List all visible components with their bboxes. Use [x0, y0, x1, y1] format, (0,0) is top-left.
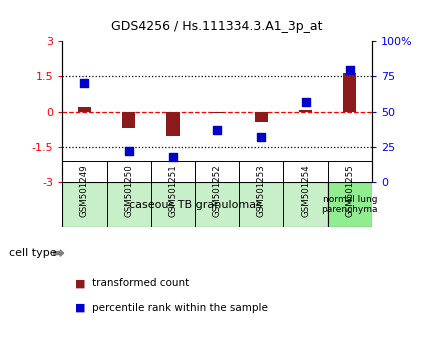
Text: GSM501255: GSM501255: [345, 164, 354, 217]
Point: [258, 134, 265, 140]
Text: GSM501253: GSM501253: [257, 164, 266, 217]
Point: [169, 154, 176, 160]
Bar: [78, 107, 91, 112]
Bar: [343, 73, 356, 112]
Bar: [211, 112, 224, 113]
Text: GSM501254: GSM501254: [301, 164, 310, 217]
Text: transformed count: transformed count: [92, 278, 190, 288]
Text: GSM501249: GSM501249: [80, 164, 89, 217]
Point: [125, 148, 132, 154]
Bar: [62, 182, 328, 227]
Point: [302, 99, 309, 104]
Text: ■: ■: [75, 303, 86, 313]
Bar: [328, 182, 372, 227]
Text: normal lung
parenchyma: normal lung parenchyma: [322, 195, 378, 214]
Point: [214, 127, 221, 133]
Bar: [255, 112, 268, 122]
Text: GDS4256 / Hs.111334.3.A1_3p_at: GDS4256 / Hs.111334.3.A1_3p_at: [111, 20, 323, 33]
Text: GSM501252: GSM501252: [213, 164, 221, 217]
Text: caseous TB granulomas: caseous TB granulomas: [129, 200, 261, 210]
Bar: [299, 110, 312, 112]
Text: cell type: cell type: [9, 248, 56, 258]
Point: [347, 68, 353, 73]
Text: GSM501250: GSM501250: [124, 164, 133, 217]
Text: GSM501251: GSM501251: [169, 164, 178, 217]
Point: [81, 80, 88, 86]
Text: ■: ■: [75, 278, 86, 288]
Bar: [122, 112, 135, 128]
Bar: [166, 112, 180, 136]
Text: percentile rank within the sample: percentile rank within the sample: [92, 303, 268, 313]
